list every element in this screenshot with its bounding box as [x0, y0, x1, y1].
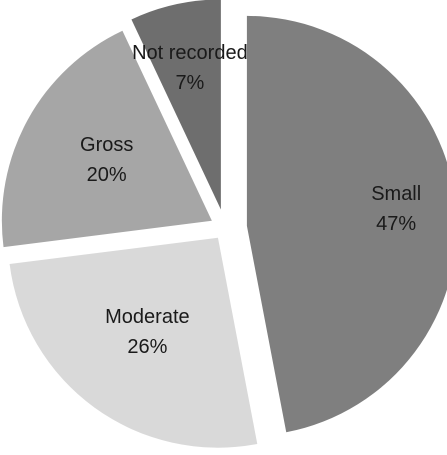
slice-name: Moderate: [105, 306, 190, 328]
pie-slice-not-recorded: [131, 0, 221, 210]
slice-percent: 47%: [376, 213, 416, 235]
pie-label-gross: Gross 20%: [80, 134, 133, 186]
pie-label-not-recorded: Not recorded 7%: [132, 42, 248, 94]
slice-name: Small: [371, 183, 421, 205]
slice-percent: 20%: [87, 164, 127, 186]
pie-labels: Small 47% Moderate 26% Gross 20% Not recorded 7…: [80, 42, 421, 358]
pie-label-moderate: Moderate 26%: [105, 306, 190, 358]
pie-slice-small: [246, 15, 447, 433]
slice-percent: 7%: [175, 72, 204, 94]
slice-name: Gross: [80, 134, 133, 156]
pie-slice-moderate: [9, 237, 258, 448]
slice-name: Not recorded: [132, 42, 248, 64]
slice-percent: 26%: [127, 336, 167, 358]
pie-label-small: Small 47%: [371, 183, 421, 235]
pie-slice-gross: [1, 30, 212, 248]
